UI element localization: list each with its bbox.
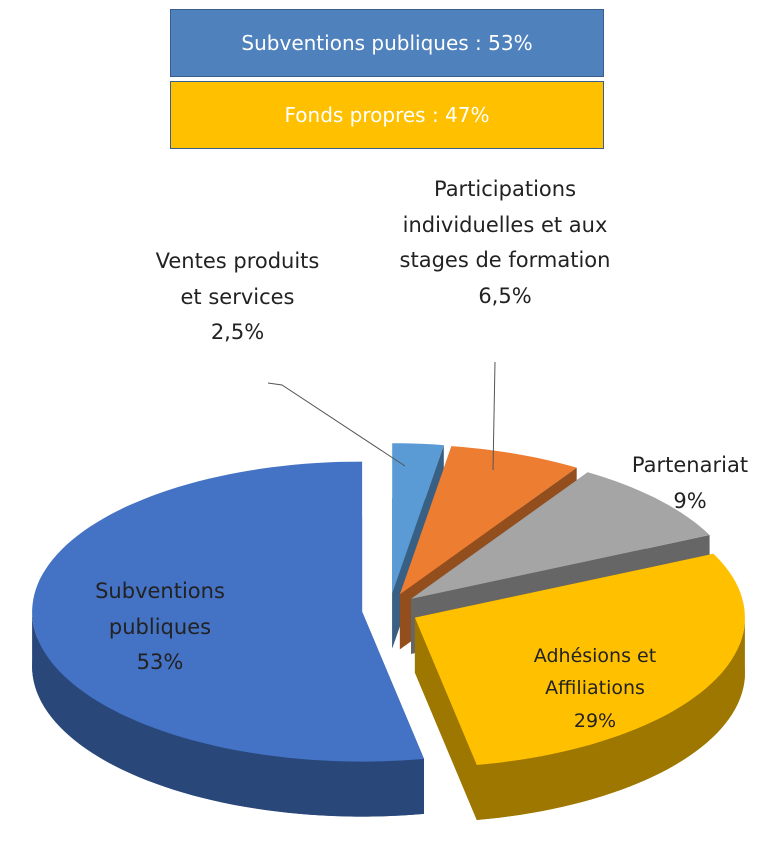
category-name: Subventions publiques [95,579,225,639]
slice [32,461,424,762]
leader-line [267,382,406,467]
slice-side [32,611,424,817]
slice [414,553,745,765]
slice-label: Participations individuelles et aux stag… [395,172,615,315]
slice [392,443,444,594]
category-name: Participations individuelles et aux stag… [399,177,611,273]
slice-label: Ventes produits et services 2,5% [150,244,325,351]
category-name: Adhésions et Affiliations [533,645,657,700]
category-name: Partenariat [631,453,749,477]
summary-box: Fonds propres : 47% [170,81,604,149]
slice-label: Partenariat 9% [600,448,767,519]
slice-label: Subventions publiques 53% [60,574,260,681]
value-label: 9% [673,488,707,513]
slice [411,472,710,599]
value-label: 6,5% [478,284,532,309]
category-name: Ventes produits et services [155,249,320,309]
value-label: 53% [136,650,184,675]
slice-label: Adhésions et Affiliations 29% [500,640,690,737]
slice-side [414,617,477,820]
value-label: 2,5% [210,320,265,345]
slice [399,446,577,595]
value-label: 29% [573,709,617,732]
leader-line [492,361,496,471]
summary-box: Subventions publiques : 53% [170,9,604,77]
slice-side [476,617,745,820]
